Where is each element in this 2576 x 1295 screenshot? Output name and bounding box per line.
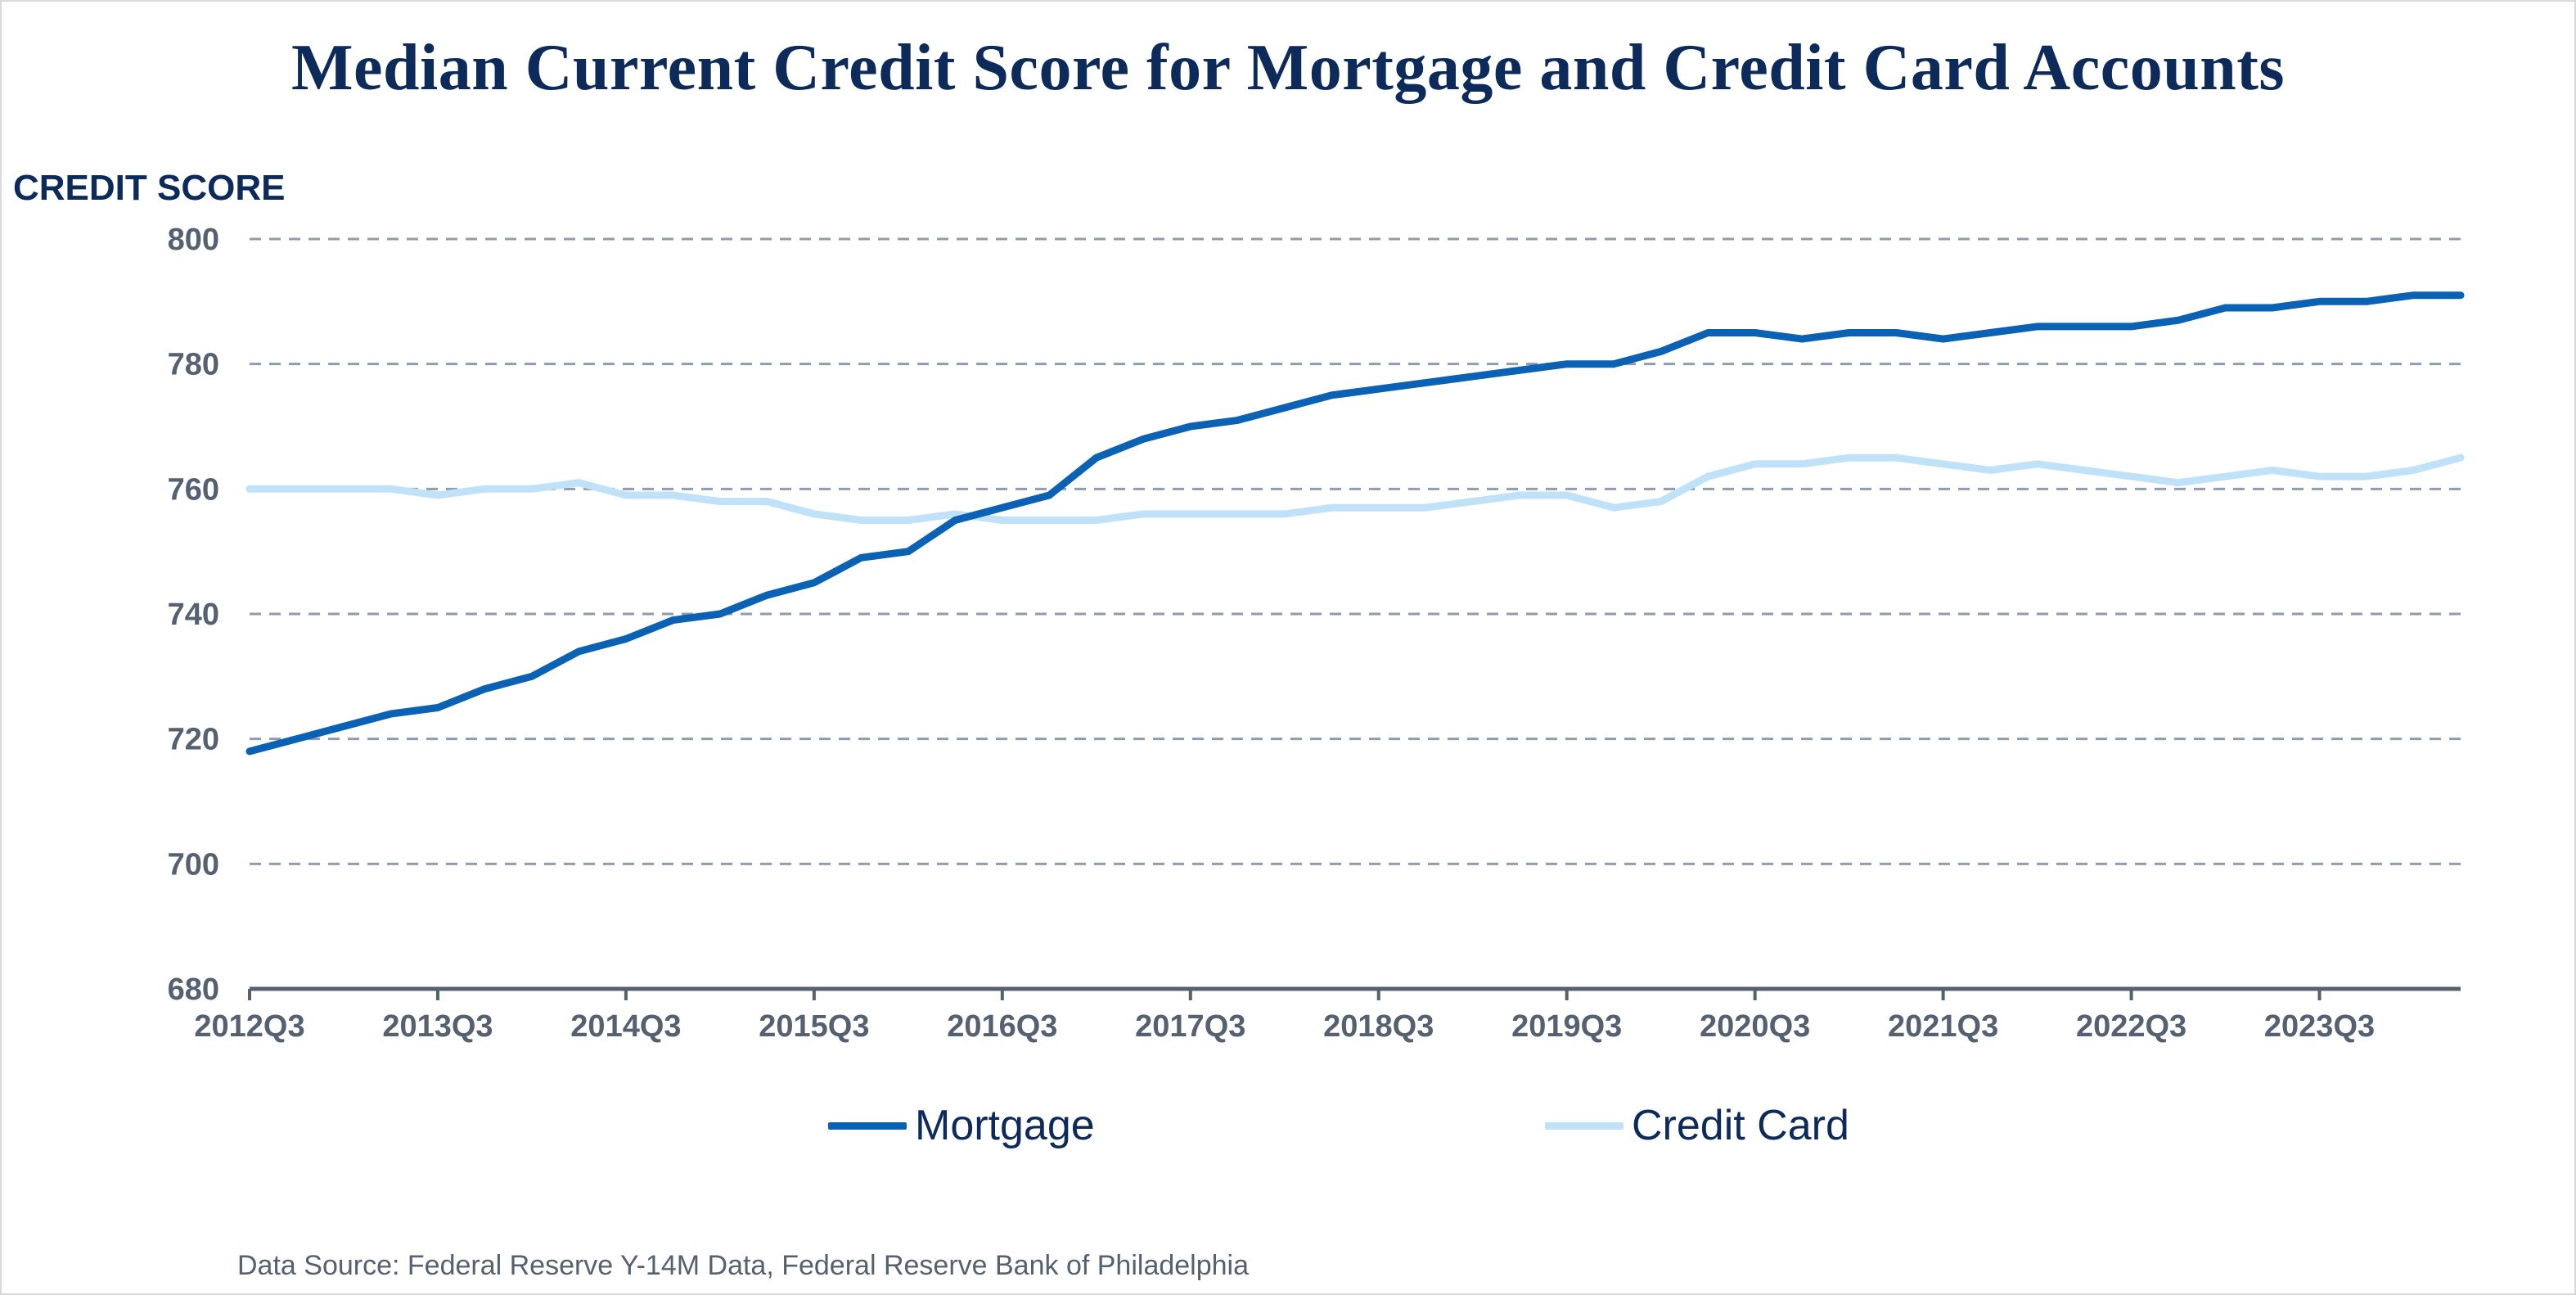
series-line-credit-card [245, 453, 2465, 524]
data-source-note: Data Source: Federal Reserve Y-14M Data,… [237, 1250, 1250, 1281]
legend-swatch-credit-card [1545, 1121, 1624, 1130]
y-tick-label: 760 [168, 472, 219, 507]
x-tick-label: 2023Q3 [2264, 1009, 2375, 1044]
legend-item-credit-card: Credit Card [1545, 1093, 1849, 1158]
legend: Mortgage Credit Card [0, 1093, 2576, 1158]
x-tick-label: 2015Q3 [759, 1009, 869, 1044]
x-tick-label: 2020Q3 [1700, 1009, 1810, 1044]
x-tick-label: 2016Q3 [947, 1009, 1057, 1044]
x-tick-label: 2021Q3 [1888, 1009, 1998, 1044]
y-tick-label: 740 [168, 598, 219, 632]
legend-swatch-mortgage [828, 1121, 907, 1130]
x-axis [248, 986, 2461, 1000]
x-tick-label: 2022Q3 [2076, 1009, 2186, 1044]
x-tick-label: 2013Q3 [382, 1009, 493, 1044]
legend-label-credit-card: Credit Card [1632, 1102, 1849, 1149]
x-tick-labels: 2012Q3 2013Q3 2014Q3 2015Q3 2016Q3 2017Q3 2018… [194, 1009, 2375, 1044]
x-tick-label: 2018Q3 [1323, 1009, 1434, 1044]
gridlines [250, 237, 2461, 865]
x-tick-label: 2012Q3 [194, 1009, 304, 1044]
y-tick-label: 700 [168, 847, 219, 882]
x-tick-label: 2014Q3 [570, 1009, 681, 1044]
y-tick-labels: 680 700 720 740 760 780 800 [168, 223, 219, 1007]
y-tick-label: 720 [168, 723, 219, 757]
x-tick-label: 2019Q3 [1511, 1009, 1622, 1044]
series-line-mortgage [245, 291, 2465, 756]
y-tick-label: 800 [168, 223, 219, 257]
legend-item-mortgage: Mortgage [828, 1093, 1095, 1158]
legend-label-mortgage: Mortgage [915, 1102, 1095, 1149]
series-lines [245, 291, 2465, 756]
chart-title: Median Current Credit Score for Mortgage… [291, 32, 2285, 104]
y-axis-label: CREDIT SCORE [13, 168, 286, 208]
x-tick-label: 2017Q3 [1135, 1009, 1245, 1044]
y-tick-label: 680 [168, 972, 219, 1007]
y-tick-label: 780 [168, 348, 219, 382]
